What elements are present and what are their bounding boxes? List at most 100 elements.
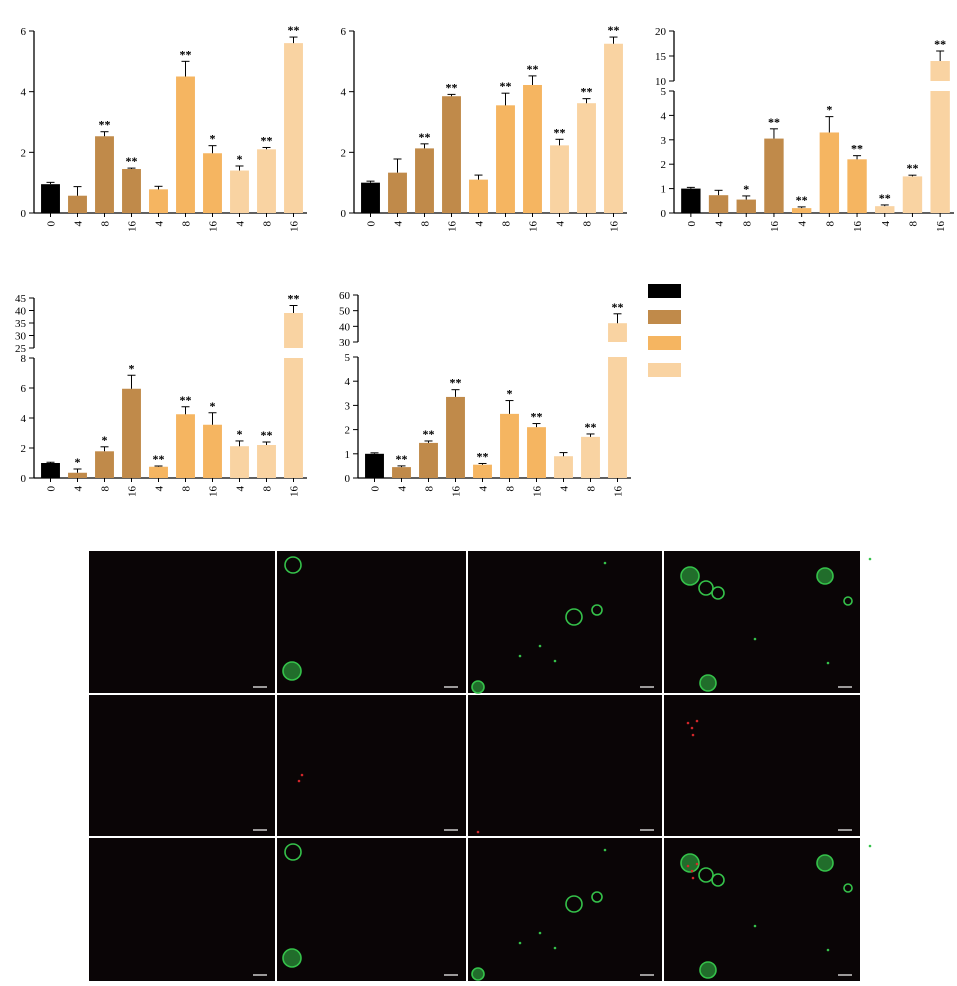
significance-marker: ** <box>261 428 273 442</box>
significance-marker: ** <box>261 133 273 147</box>
x-tick-label: 8 <box>424 486 436 492</box>
x-tick-label: 16 <box>289 221 301 233</box>
x-tick-label: 4 <box>559 486 571 492</box>
bar <box>230 446 249 478</box>
fluorescent-cell <box>711 873 725 887</box>
fluorescent-speck <box>691 733 695 737</box>
significance-marker: ** <box>126 154 138 168</box>
bar <box>176 414 195 478</box>
significance-marker: ** <box>527 62 539 76</box>
y-tick-label: 60 <box>339 290 351 302</box>
significance-marker: * <box>102 433 108 447</box>
significance-marker: * <box>210 399 216 413</box>
bar <box>230 170 249 213</box>
fluorescent-cell <box>591 891 603 903</box>
x-tick-label: 16 <box>769 221 781 233</box>
y-tick-label: 30 <box>339 337 351 349</box>
fluorescent-cell <box>816 567 834 585</box>
fluorescent-speck <box>691 876 695 880</box>
x-tick-label: 16 <box>127 486 139 498</box>
x-tick-label: 4 <box>474 221 486 227</box>
y-tick-label: 40 <box>15 306 27 318</box>
x-tick-label: 8 <box>262 221 274 227</box>
legend <box>648 284 681 377</box>
bar <box>257 149 276 213</box>
x-tick-label: 8 <box>741 221 753 227</box>
y-tick-label: 0 <box>21 208 27 220</box>
significance-marker: ** <box>423 427 435 441</box>
chart-panel-d: 0246825303540450*4*8*16**4**8*16*4**8**1… <box>15 292 307 498</box>
fluorescent-speck <box>553 659 557 663</box>
fluorescent-speck <box>476 830 480 834</box>
significance-marker: ** <box>585 420 597 434</box>
x-tick-label: 4 <box>73 486 85 492</box>
significance-marker: ** <box>180 47 192 61</box>
x-tick-label: 4 <box>714 221 726 227</box>
fluorescent-cell <box>843 883 853 893</box>
bar <box>875 206 895 213</box>
x-tick-label: 16 <box>532 486 544 498</box>
fluorescent-cell <box>284 556 302 574</box>
x-tick-label: 0 <box>686 221 698 227</box>
y-tick-label: 0 <box>345 473 351 485</box>
bar <box>415 148 434 213</box>
fluorescent-speck <box>868 557 872 561</box>
significance-marker: * <box>743 182 749 196</box>
bar <box>473 464 492 478</box>
x-tick-label: 8 <box>501 221 513 227</box>
significance-marker: ** <box>851 142 863 156</box>
significance-marker: ** <box>450 376 462 390</box>
significance-marker: ** <box>768 115 780 129</box>
x-tick-label: 0 <box>366 221 378 227</box>
micrograph-merge-control <box>89 838 275 981</box>
micrograph-pi-cos6 <box>468 695 662 836</box>
bar <box>608 357 627 478</box>
micrograph-pi-cos13-19 <box>664 695 860 836</box>
x-tick-label: 16 <box>935 221 947 233</box>
y-tick-label: 6 <box>21 26 27 38</box>
x-tick-label: 4 <box>797 221 809 227</box>
fluorescent-speck <box>695 862 699 866</box>
fluorescent-cell <box>591 604 603 616</box>
fluorescent-cell <box>711 586 725 600</box>
bar <box>791 208 812 213</box>
y-tick-label: 5 <box>345 352 351 364</box>
significance-marker: ** <box>419 130 431 144</box>
y-tick-label: 4 <box>21 87 27 99</box>
fluorescent-speck <box>868 844 872 848</box>
significance-marker: ** <box>288 292 300 306</box>
y-tick-label: 25 <box>15 343 27 355</box>
bar <box>203 153 222 213</box>
bar <box>554 456 573 478</box>
significance-marker: ** <box>554 125 566 139</box>
fluorescent-speck <box>538 931 542 935</box>
fluorescent-cell <box>471 967 485 981</box>
y-tick-label: 6 <box>21 383 27 395</box>
x-tick-label: 4 <box>393 221 405 227</box>
micrograph-annexin-v-cos6 <box>468 551 662 693</box>
x-tick-label: 8 <box>505 486 517 492</box>
x-tick-label: 16 <box>528 221 540 233</box>
fluorescent-speck <box>553 946 557 950</box>
x-tick-label: 8 <box>100 221 112 227</box>
x-tick-label: 16 <box>613 486 625 498</box>
y-tick-label: 0 <box>661 208 667 220</box>
micrograph-annexin-v-control <box>89 551 275 693</box>
fluorescent-speck <box>300 773 304 777</box>
bar <box>68 195 87 213</box>
y-tick-label: 4 <box>21 413 27 425</box>
chart-panel-e: 0 1 2 3 4 5 30 40 50 60 0 ** 4 ** 8 ** 16 ** 4 * 8 ** 16 4 ** 8 **… <box>339 290 631 497</box>
bar <box>577 103 596 213</box>
y-tick-label: 3 <box>661 135 667 147</box>
bar <box>500 413 519 478</box>
y-tick-label: 50 <box>339 306 351 318</box>
fluorescent-speck <box>297 779 301 783</box>
x-tick-label: 4 <box>555 221 567 227</box>
fluorescent-speck <box>690 726 694 730</box>
y-tick-label: 2 <box>21 147 27 159</box>
x-tick-label: 8 <box>181 486 193 492</box>
x-tick-label: 8 <box>907 221 919 227</box>
significance-marker: ** <box>396 452 408 466</box>
y-tick-label: 20 <box>655 26 667 38</box>
